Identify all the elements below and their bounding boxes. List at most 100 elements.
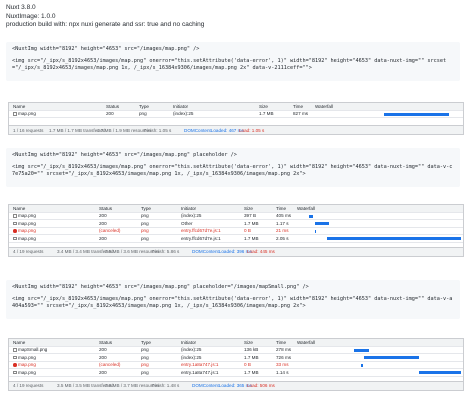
code-line: <img src="/_ipx/s_8192x4653/images/map.p… [12,296,453,309]
cell: png [141,355,149,360]
cell: map.png [13,236,36,241]
header-line: production build with: npx nuxi generate… [6,21,205,28]
cell: png [141,228,149,233]
cell-text: 200 [99,354,107,360]
cell-text: 21 ms [276,228,289,234]
cell-text: entry.1a8a747.js:1 [181,369,219,375]
code-block: <NuxtImg width="8192" height="4653" src=… [6,42,460,81]
cell-text: 1.7 MB [259,111,274,117]
cell-text: 405 ms [276,213,292,219]
cell-text: png [141,347,149,353]
cell-text: entry.1a8a747.js:1 [181,362,219,368]
cell-text: 200 [99,213,107,219]
column-header: Time [293,103,304,109]
cell: 1.7 MB [244,236,259,241]
cell-text: map.png [18,213,36,219]
cell: 1.7 MB [259,111,274,116]
cell: 1.7 MB [244,370,259,375]
cell-text: 136 kB [244,347,259,353]
cell-text: 200 [99,220,107,226]
network-panel: Name Status Type Initiator Size Time Waterfall… [8,204,464,257]
cell-text: 1.7 MB [244,369,259,375]
cell: 33 ms [276,362,289,367]
cell-text: map.png [18,235,36,241]
request-row: map.png 200 png Other 1.7 MB 1.17 s [9,220,463,228]
cell: png [141,347,149,352]
cell-text: 1.7 MB [244,354,259,360]
cell: map.png [13,221,36,226]
status-item: Load: 445 ms [247,249,275,254]
cell-text: map.png [18,111,36,117]
column-header: Status [106,103,120,109]
cell-text: (index):25 [173,111,194,117]
cell-text: 726 ms [276,354,292,360]
cell-text: 1.7 MB [244,235,259,241]
cell: 2.05 s [276,236,289,241]
code-line: <NuxtImg width="8192" height="4653" src=… [12,46,200,52]
code-block: <NuxtImg width="8192" height="4653" src=… [6,148,460,187]
column-header: Waterfall [297,205,315,211]
status-item: Load: 506 ms [247,383,275,388]
status-item: DOMContentLoaded: 396 ms [192,249,252,254]
cell: 726 ms [276,355,291,360]
cell-text: 200 [99,347,107,353]
request-row: map.png 200 png entry.1a8a747.js:1 1.7 MB 1.1… [9,369,463,377]
cell-text: map.png [18,354,36,360]
cell: (canceled) [99,228,120,233]
status-item: 1.7 MB / 1.9 MB resources [97,127,152,133]
column-header: Size [259,103,268,109]
column-header: Name [13,205,26,211]
cell: 200 [99,370,107,375]
cell-text: map.png [18,220,36,226]
cell: (index):25 [181,213,201,218]
column-header: Initiator [173,103,189,109]
table-header: Name Status Type Initiator Size Time Waterfall [9,205,463,213]
request-row: map.png 200 png entry.ffcd67d7e.js:1 1.7 MB 2… [9,235,463,243]
column-header: Name [13,339,26,345]
status-item: 1.7 MB / 1.7 MB transferred [49,127,106,133]
status-item: 1 / 16 requests [13,127,44,133]
cell: map.png [13,111,36,116]
column-header: Type [139,103,149,109]
cell: (index):25 [181,347,201,352]
cell: 200 [99,213,107,218]
cell: 827 ms [293,111,308,116]
column-header: Waterfall [315,103,333,109]
status-item: 3.4 MB / 3.4 MB transferred [57,249,114,254]
cell-text: 33 ms [276,362,289,368]
file-icon [13,370,17,375]
cell: map.png [13,228,36,233]
status-bar: 1 / 16 requests 1.7 MB / 1.7 MB transferr… [9,125,463,134]
cell: png [141,236,149,241]
code-line: <NuxtImg width="8192" height="4653" src=… [12,152,237,158]
cell-text: (index):25 [181,213,202,219]
cell: 278 ms [276,347,291,352]
file-icon [13,221,17,226]
cell-text: 1.7 MB [244,220,259,226]
waterfall-bar [364,356,419,359]
request-row: map.png 200 png (index):25 397 B 405 ms [9,213,463,220]
status-item: Finish: 1.48 s [152,383,180,388]
status-item: Load: 1.05 s [239,127,265,133]
column-header: Initiator [181,205,197,211]
status-bar: 4 / 19 requests 3.4 MB / 3.4 MB transferr… [9,246,463,256]
cell: entry.ffcd67d7e.js:1 [181,228,221,233]
column-header: Type [141,205,151,211]
cell-text: 278 ms [276,347,292,353]
file-icon [13,355,17,360]
cell-text: (index):25 [181,354,202,360]
cell-text: png [141,213,149,219]
cell-text: 200 [99,235,107,241]
status-item: 3.6 MB / 3.7 MB resources [105,383,160,388]
status-item: DOMContentLoaded: 467 ms [184,127,244,133]
column-header: Size [244,205,253,211]
cell: 1.17 s [276,221,289,226]
status-bar: 4 / 19 requests 3.5 MB / 3.5 MB transferr… [9,380,463,390]
cell: map.png [13,362,36,367]
waterfall-bar [309,214,313,218]
cell: 0 B [244,228,251,233]
cell: entry.1a8a747.js:1 [181,370,218,375]
file-icon [13,229,17,233]
waterfall-bar [354,348,369,352]
status-item: 4 / 19 requests [13,249,44,254]
